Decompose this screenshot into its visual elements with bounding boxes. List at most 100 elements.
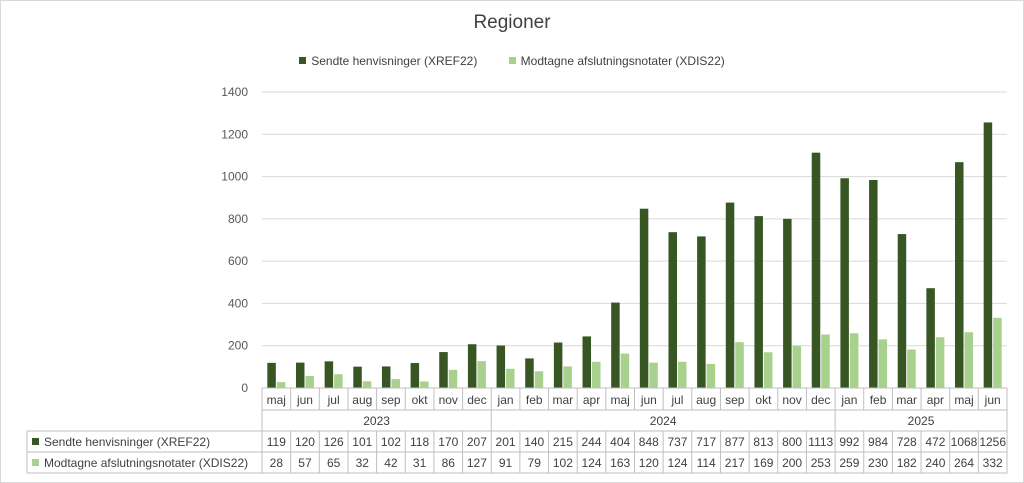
x-tick-label: sep	[381, 393, 401, 407]
bar-series-2	[878, 339, 888, 388]
bar-series-1	[897, 234, 907, 388]
data-label-series-1: 126	[324, 435, 344, 449]
bar-series-2	[935, 337, 945, 388]
bar-series-2	[563, 366, 572, 388]
x-tick-label: maj	[611, 393, 630, 407]
bar-series-2	[276, 382, 286, 388]
bar-series-1	[668, 232, 677, 388]
data-label-series-1: 101	[352, 435, 372, 449]
y-tick-label: 1400	[221, 85, 248, 99]
data-label-series-2: 124	[667, 456, 687, 470]
data-label-series-1: 1068	[951, 435, 978, 449]
x-tick-label: jun	[640, 393, 657, 407]
data-label-series-1: 984	[868, 435, 888, 449]
data-label-series-1: 800	[782, 435, 802, 449]
bar-series-2	[534, 371, 544, 388]
bar-series-1	[353, 366, 362, 388]
bar-series-2	[821, 334, 830, 388]
data-label-series-2: 264	[954, 456, 974, 470]
data-label-series-1: 215	[553, 435, 573, 449]
x-tick-label: nov	[439, 393, 458, 407]
bar-series-1	[525, 358, 534, 388]
x-tick-label: okt	[412, 393, 429, 407]
data-label-series-1: 737	[667, 435, 687, 449]
data-label-series-1: 848	[639, 435, 659, 449]
table-legend-key-series-2	[32, 459, 39, 466]
bar-series-1	[926, 288, 935, 388]
bar-series-2	[305, 375, 314, 388]
bar-series-2	[706, 363, 716, 388]
legend: Sendte henvisninger (XREF22) Modtagne af…	[0, 54, 1024, 68]
x-tick-label: sep	[725, 393, 745, 407]
x-tick-label: aug	[352, 393, 372, 407]
legend-label-series-2: Modtagne afslutningsnotater (XDIS22)	[520, 54, 725, 68]
bar-series-2	[649, 362, 658, 388]
x-tick-label: maj	[954, 393, 973, 407]
x-tick-label: mar	[896, 393, 917, 407]
data-label-series-1: 472	[925, 435, 945, 449]
x-tick-label: apr	[927, 393, 944, 407]
bar-series-1	[725, 202, 735, 388]
data-label-series-1: 1113	[808, 435, 833, 449]
data-label-series-1: 813	[753, 435, 773, 449]
legend-label-series-1: Sendte henvisninger (XREF22)	[311, 54, 478, 68]
data-label-series-2: 253	[811, 456, 831, 470]
legend-swatch-series-2	[508, 57, 516, 64]
data-label-series-2: 124	[582, 456, 602, 470]
data-label-series-1: 728	[897, 435, 917, 449]
data-label-series-2: 65	[327, 456, 341, 470]
data-label-series-2: 42	[384, 456, 398, 470]
data-label-series-2: 163	[610, 456, 630, 470]
x-tick-label: jun	[296, 393, 313, 407]
data-label-series-1: 404	[610, 435, 630, 449]
bar-series-1	[496, 345, 506, 388]
data-label-series-2: 79	[528, 456, 542, 470]
bar-series-1	[639, 208, 649, 388]
data-label-series-1: 992	[839, 435, 859, 449]
data-label-series-1: 120	[295, 435, 315, 449]
bar-series-2	[334, 374, 343, 388]
bar-series-1	[295, 362, 305, 388]
bar-series-2	[763, 352, 773, 388]
x-tick-label: jan	[497, 393, 514, 407]
year-label: 2024	[650, 414, 677, 428]
bar-series-2	[362, 381, 372, 388]
data-label-series-2: 240	[925, 456, 945, 470]
data-label-series-1: 717	[696, 435, 716, 449]
y-tick-label: 0	[241, 381, 248, 395]
x-tick-label: feb	[870, 393, 887, 407]
data-label-series-1: 140	[524, 435, 544, 449]
data-label-series-2: 182	[897, 456, 917, 470]
bar-series-1	[553, 342, 563, 388]
bar-series-2	[420, 381, 429, 388]
data-label-series-2: 28	[270, 456, 284, 470]
data-label-series-2: 230	[868, 456, 888, 470]
x-tick-label: jul	[327, 393, 340, 407]
data-label-series-2: 217	[725, 456, 745, 470]
bar-series-1	[983, 122, 993, 389]
legend-swatch-series-1	[299, 57, 307, 64]
y-tick-label: 800	[228, 212, 248, 226]
bar-series-1	[754, 216, 763, 388]
y-tick-label: 400	[228, 296, 248, 310]
bar-series-2	[792, 345, 802, 388]
y-tick-label: 1200	[221, 127, 248, 141]
bar-series-2	[677, 361, 687, 388]
bar-series-2	[907, 349, 916, 388]
y-tick-label: 1000	[221, 170, 248, 184]
bar-series-2	[964, 332, 974, 388]
legend-item-series-2: Modtagne afslutningsnotater (XDIS22)	[508, 54, 725, 68]
x-tick-label: okt	[755, 393, 772, 407]
data-label-series-1: 1256	[979, 435, 1006, 449]
data-label-series-2: 259	[839, 456, 859, 470]
x-tick-label: mar	[553, 393, 574, 407]
data-label-series-1: 244	[582, 435, 602, 449]
bar-series-1	[324, 361, 334, 388]
table-legend-key-series-1	[32, 438, 39, 445]
bar-series-2	[620, 353, 630, 388]
bar-series-1	[410, 363, 420, 388]
data-label-series-1: 207	[467, 435, 487, 449]
data-label-series-2: 57	[298, 456, 312, 470]
x-tick-label: nov	[782, 393, 801, 407]
data-label-series-1: 201	[496, 435, 516, 449]
